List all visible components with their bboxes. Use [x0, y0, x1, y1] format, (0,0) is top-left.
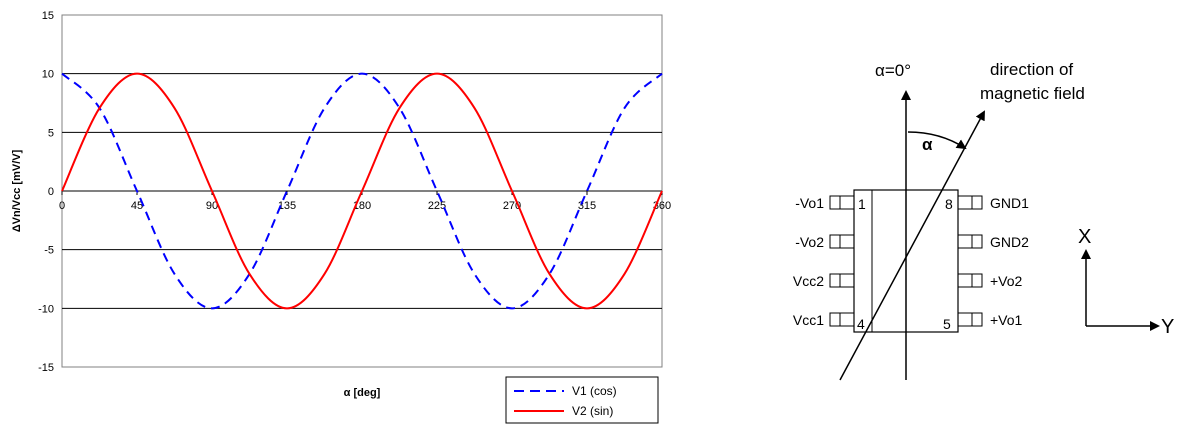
pin-label-left-1: -Vo1	[795, 195, 824, 211]
legend-label-v2: V2 (sin)	[572, 404, 613, 418]
pin-number-4: 4	[857, 316, 865, 332]
field-label-line1: direction of	[990, 60, 1073, 79]
pin-right-5	[957, 312, 983, 327]
pin-left-2	[829, 234, 855, 249]
pin-label-left-4: Vcc1	[793, 312, 824, 328]
y-tick-label-4: -5	[44, 245, 54, 257]
pin-left-3	[829, 273, 855, 288]
pin-right-7	[957, 234, 983, 249]
x-tick-label-7: 315	[578, 200, 596, 212]
series-line-v1-cos	[61, 72, 663, 310]
y-tick-label-0: 15	[42, 10, 54, 22]
y-tick-labels: 15 10 5 0 -5 -10 -15	[38, 10, 54, 374]
pin-label-right-3: +Vo2	[990, 273, 1023, 289]
gridlines	[62, 73, 662, 309]
field-label-line2: magnetic field	[980, 84, 1085, 103]
pin-label-left-3: Vcc2	[793, 273, 824, 289]
x-tick-label-0: 0	[59, 200, 65, 212]
alpha-label: α	[922, 135, 933, 154]
y-tick-label-1: 10	[42, 69, 54, 81]
legend-label-v1: V1 (cos)	[572, 384, 617, 398]
legend-box	[505, 376, 659, 424]
pin-number-1: 1	[858, 196, 866, 212]
pin-left-4	[829, 312, 855, 327]
pin-right-6	[957, 273, 983, 288]
pin-number-5: 5	[943, 316, 951, 332]
x-tick-label-1: 45	[131, 200, 143, 212]
legend: V1 (cos) V2 (sin)	[505, 376, 659, 424]
y-tick-label-3: 0	[48, 186, 54, 198]
pin-label-right-4: +Vo1	[990, 312, 1023, 328]
x-tick-label-5: 225	[428, 200, 446, 212]
sensor-diagram: α=0° direction of magnetic field α -Vo1 …	[793, 60, 1174, 381]
pin-label-left-2: -Vo2	[795, 234, 824, 250]
series-line-v2-sin	[61, 72, 663, 310]
alpha-zero-label: α=0°	[875, 61, 911, 80]
series-lines	[61, 72, 663, 310]
pin-left-1	[829, 195, 855, 210]
pin-right-8	[957, 195, 983, 210]
coord-axis-y-label: Y	[1161, 316, 1174, 338]
coord-axis-x-label: X	[1078, 226, 1091, 248]
y-tick-label-2: 5	[48, 127, 54, 139]
y-tick-label-6: -15	[38, 362, 54, 374]
pin-label-right-1: GND1	[990, 195, 1029, 211]
x-tick-label-2: 90	[206, 200, 218, 212]
y-tick-label-5: -10	[38, 303, 54, 315]
pin-number-8: 8	[945, 196, 953, 212]
pin-label-right-2: GND2	[990, 234, 1029, 250]
field-direction-line	[839, 110, 985, 381]
x-axis-label: α [deg]	[344, 387, 381, 399]
y-axis-label: ΔVn/Vcc [mV/V]	[11, 149, 23, 232]
ic-package	[853, 189, 959, 333]
x-tick-label-3: 135	[278, 200, 296, 212]
alpha-arc	[907, 131, 967, 150]
